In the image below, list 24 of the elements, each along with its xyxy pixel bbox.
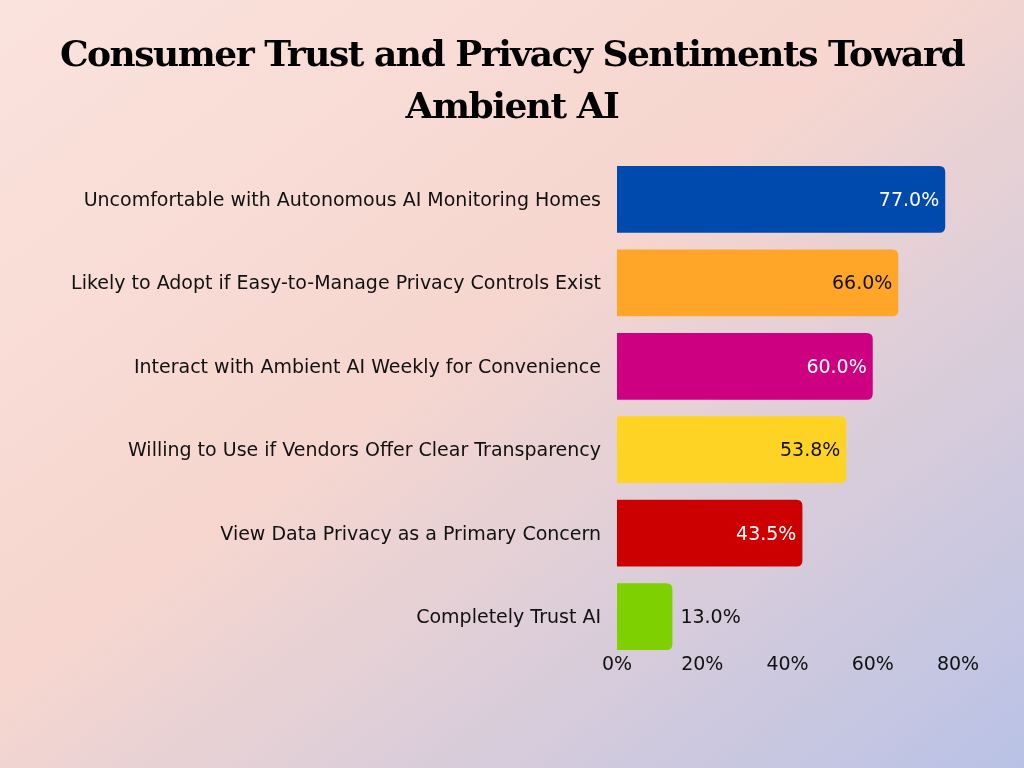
bar — [617, 166, 946, 233]
data-label: 43.5% — [736, 521, 797, 544]
bar — [617, 583, 673, 650]
x-tick-label: 20% — [681, 652, 724, 674]
bar — [617, 499, 803, 567]
data-label: 66.0% — [831, 271, 893, 294]
y-tick-label: Uncomfortable with Autonomous AI Monitoring Homes — [83, 188, 601, 211]
y-tick-label: Interact with Ambient AI Weekly for Convenience — [133, 354, 601, 377]
bar — [617, 332, 873, 400]
chart-title: Consumer Trust and Privacy Sentiments Toward Ambient AI — [59, 32, 966, 126]
bar — [617, 249, 899, 317]
y-tick-label: Likely to Adopt if Easy-to-Manage Privacy Controls Exist — [71, 271, 601, 294]
x-tick-label: 40% — [766, 652, 809, 674]
y-tick-label: Willing to Use if Vendors Offer Clear Transparency — [127, 438, 601, 461]
y-tick-label: Completely Trust AI — [416, 605, 601, 628]
x-tick-label: 60% — [851, 652, 894, 674]
x-tick-label: 0% — [601, 652, 633, 674]
y-tick-label: View Data Privacy as a Primary Concern — [220, 521, 601, 544]
x-tick-label: 80% — [936, 652, 980, 674]
data-label: 77.0% — [878, 188, 940, 211]
data-label: 53.8% — [779, 438, 841, 461]
bar — [617, 416, 847, 484]
data-label: 60.0% — [806, 354, 867, 377]
data-label: 13.0% — [680, 605, 741, 628]
